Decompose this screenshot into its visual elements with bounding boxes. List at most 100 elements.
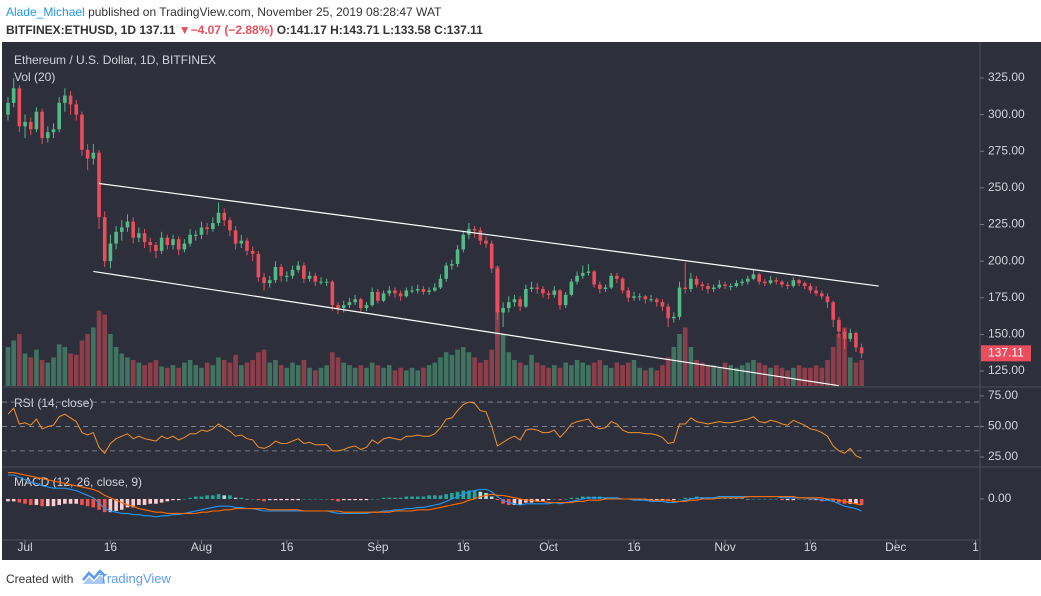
macd-histogram <box>80 498 84 505</box>
candle-body <box>603 287 608 289</box>
macd-histogram <box>119 498 124 510</box>
volume-bar <box>73 354 79 386</box>
volume-bar <box>586 365 591 386</box>
volume-bar <box>68 353 73 386</box>
publish-line: Alade_Michael published on TradingView.c… <box>6 5 441 19</box>
volume-bar <box>244 362 250 386</box>
macd-histogram <box>393 497 397 499</box>
main-layer: Ethereum / U.S. Dollar, 1D, BITFINEX125.… <box>2 53 1031 554</box>
candle-body <box>848 332 853 339</box>
macd-histogram <box>376 498 380 500</box>
macd-histogram <box>28 498 33 505</box>
volume-bar <box>227 362 233 386</box>
volume-bar <box>159 366 164 386</box>
candle-body <box>387 290 392 294</box>
volume-bar <box>352 367 358 386</box>
volume-bar <box>369 362 375 386</box>
published: published on TradingView.com, November 2… <box>88 5 442 19</box>
candle-body <box>324 281 329 283</box>
candle-body <box>837 319 841 332</box>
macd-histogram <box>580 496 585 499</box>
candle-body <box>91 152 96 159</box>
volume-bar <box>756 362 762 386</box>
volume-bar <box>682 327 688 386</box>
volume-bar <box>813 365 819 386</box>
volume-bar <box>438 357 443 386</box>
x-tick-label: 16 <box>627 540 641 554</box>
candle-body <box>814 290 818 294</box>
candle-body <box>649 299 653 301</box>
candle-body <box>330 281 335 306</box>
candle-body <box>302 265 306 279</box>
macd-histogram <box>85 498 90 507</box>
candle-body <box>689 278 693 289</box>
volume-bar <box>301 360 307 386</box>
macd-line <box>8 472 862 514</box>
candle-body <box>80 114 84 150</box>
candle-body <box>410 290 414 292</box>
volume-bar <box>665 357 671 386</box>
candle-body <box>398 293 403 297</box>
candle-body <box>854 332 858 348</box>
candle-body <box>182 243 187 250</box>
macd-histogram <box>239 497 244 499</box>
volume-bar <box>108 334 113 386</box>
volume-bar <box>836 334 842 386</box>
macd-histogram <box>97 498 101 510</box>
volume-bar <box>728 365 734 386</box>
volume-bar <box>791 367 796 386</box>
volume-bar <box>381 367 386 386</box>
macd-histogram <box>262 498 266 502</box>
macd-histogram <box>854 498 858 504</box>
volume-bar <box>443 352 449 386</box>
macd-histogram <box>450 492 454 499</box>
macd-histogram <box>518 498 522 505</box>
candle-body <box>154 245 158 251</box>
volume-bar <box>165 367 170 386</box>
volume-bar <box>358 365 364 386</box>
volume-bar <box>637 367 642 386</box>
candle-body <box>119 227 124 232</box>
macd-histogram <box>410 496 414 499</box>
author[interactable]: Alade_Michael <box>6 5 85 19</box>
macd-histogram <box>74 498 79 504</box>
volume-bar <box>591 362 597 386</box>
brand[interactable]: TradingView <box>99 571 171 586</box>
candle-body <box>677 287 682 317</box>
candle-body <box>364 305 369 309</box>
volume-bar <box>233 354 238 386</box>
volume-bar <box>597 360 603 386</box>
candle-body <box>17 88 22 127</box>
macd-histogram <box>797 498 801 500</box>
macd-histogram <box>637 498 642 501</box>
volume-bar <box>808 367 813 386</box>
macd-histogram <box>131 498 135 508</box>
candle-body <box>666 306 670 319</box>
volume-bar <box>210 365 216 386</box>
candle-body <box>672 316 676 319</box>
candle-body <box>751 274 756 279</box>
volume-bar <box>495 266 500 386</box>
macd-histogram <box>398 497 403 499</box>
candle-body <box>256 253 261 278</box>
y-tick-label: 200.00 <box>988 253 1025 267</box>
volume-bar <box>853 362 859 386</box>
tradingview-logo <box>82 569 106 584</box>
candle-body <box>660 302 665 307</box>
candle-body <box>273 267 278 281</box>
volume-bar <box>250 360 255 386</box>
volume-bar <box>330 352 335 386</box>
macd-histogram <box>785 498 790 501</box>
macd-histogram <box>677 498 682 500</box>
macd-histogram <box>17 498 22 503</box>
macd-histogram <box>313 498 318 500</box>
volume-bar <box>199 367 204 386</box>
volume-bar <box>529 354 534 386</box>
macd-histogram <box>114 498 118 511</box>
candle-body <box>74 104 79 115</box>
candle-body <box>319 281 323 283</box>
candle-body <box>376 291 380 301</box>
macd-histogram <box>359 498 363 501</box>
candle-body <box>586 271 591 273</box>
